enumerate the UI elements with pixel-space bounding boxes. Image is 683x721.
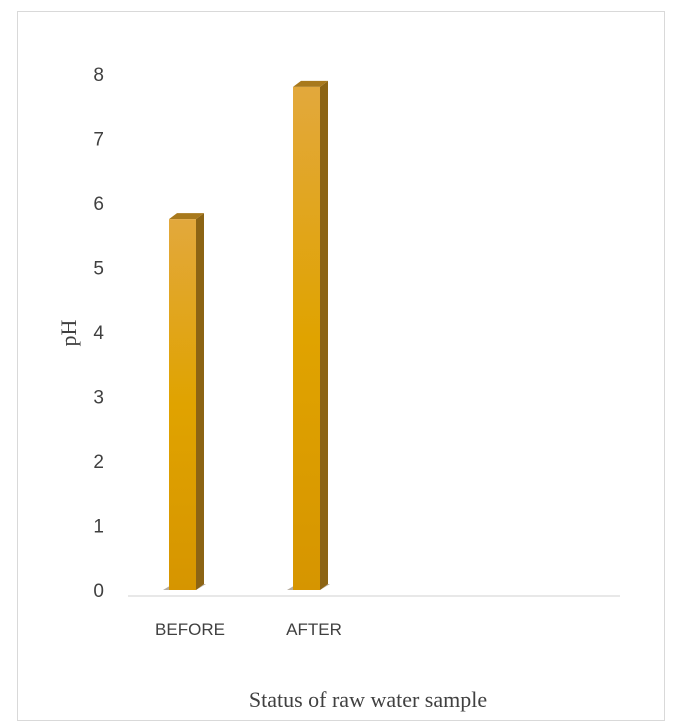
bar-top bbox=[293, 80, 328, 87]
y-tick-label: 3 bbox=[93, 388, 104, 409]
y-axis-title: pH bbox=[56, 319, 81, 346]
x-axis-title: Status of raw water sample bbox=[249, 687, 487, 712]
y-tick-label: 0 bbox=[93, 581, 104, 602]
y-tick-label: 6 bbox=[93, 194, 104, 215]
y-tick-label: 5 bbox=[93, 259, 104, 280]
y-tick-label: 2 bbox=[93, 452, 104, 473]
y-tick-label: 4 bbox=[93, 323, 104, 344]
y-tick-label: 8 bbox=[93, 65, 104, 86]
bar-before bbox=[169, 219, 196, 590]
bar-after bbox=[293, 86, 320, 591]
y-tick-label: 1 bbox=[93, 517, 104, 538]
bar-side bbox=[320, 80, 328, 591]
x-axis-labels: BEFORE AFTER bbox=[155, 620, 342, 639]
bar-side bbox=[196, 213, 204, 590]
bar-top bbox=[169, 213, 204, 220]
bars bbox=[163, 80, 330, 591]
y-tick-label: 7 bbox=[93, 130, 104, 151]
x-tick-label: AFTER bbox=[286, 620, 342, 639]
y-axis-ticks: 0 1 2 3 4 5 6 7 8 bbox=[93, 65, 104, 602]
x-tick-label: BEFORE bbox=[155, 620, 225, 639]
